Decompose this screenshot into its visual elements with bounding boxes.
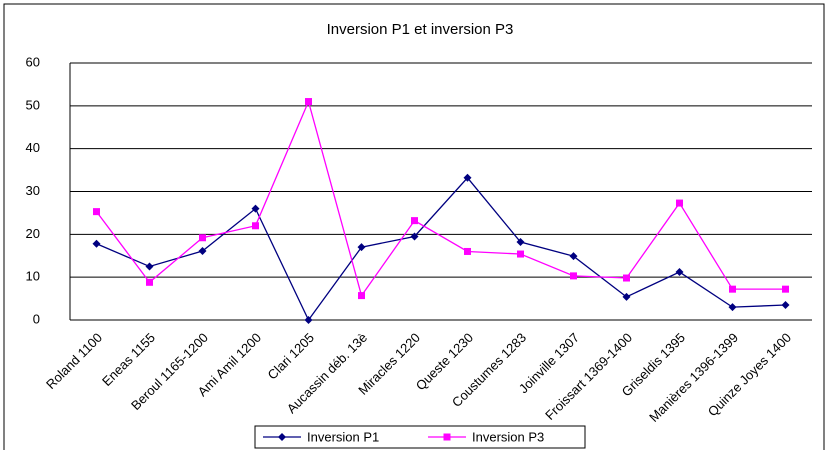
y-tick-label: 10 (26, 269, 40, 284)
point (146, 278, 153, 286)
point (729, 285, 736, 293)
point (676, 199, 683, 207)
y-tick-label: 20 (26, 226, 40, 241)
point (622, 292, 631, 301)
point (305, 98, 312, 106)
chart-frame (3, 3, 825, 455)
point (199, 234, 206, 242)
point (517, 250, 524, 258)
point (358, 292, 365, 300)
point (252, 222, 259, 230)
point (570, 272, 577, 280)
y-tick-label: 60 (26, 54, 40, 69)
legend (254, 425, 586, 449)
y-tick-label: 40 (26, 140, 40, 155)
chart-title: Inversion P1 et inversion P3 (327, 21, 514, 38)
series-line (95, 99, 786, 298)
point (516, 238, 525, 247)
point (410, 232, 419, 241)
y-tick-label: 50 (26, 97, 40, 112)
legend-label: Inversion P1 (307, 429, 379, 444)
series-line (96, 176, 786, 322)
point (623, 274, 630, 282)
point (251, 204, 260, 213)
point (357, 243, 366, 252)
y-tick-label: 30 (26, 183, 40, 198)
point (782, 285, 789, 293)
point (569, 252, 578, 261)
point (304, 316, 313, 324)
point (464, 247, 471, 255)
legend-label: Inversion P3 (472, 429, 544, 444)
y-tick-label: 0 (33, 311, 40, 326)
point (463, 173, 472, 182)
point (781, 301, 790, 310)
point (198, 247, 207, 256)
point (145, 262, 154, 271)
point (411, 217, 418, 225)
point (92, 239, 101, 248)
legend-marker (278, 433, 286, 441)
point (728, 303, 737, 312)
point (93, 208, 100, 216)
point (675, 268, 684, 277)
legend-marker (443, 433, 451, 441)
